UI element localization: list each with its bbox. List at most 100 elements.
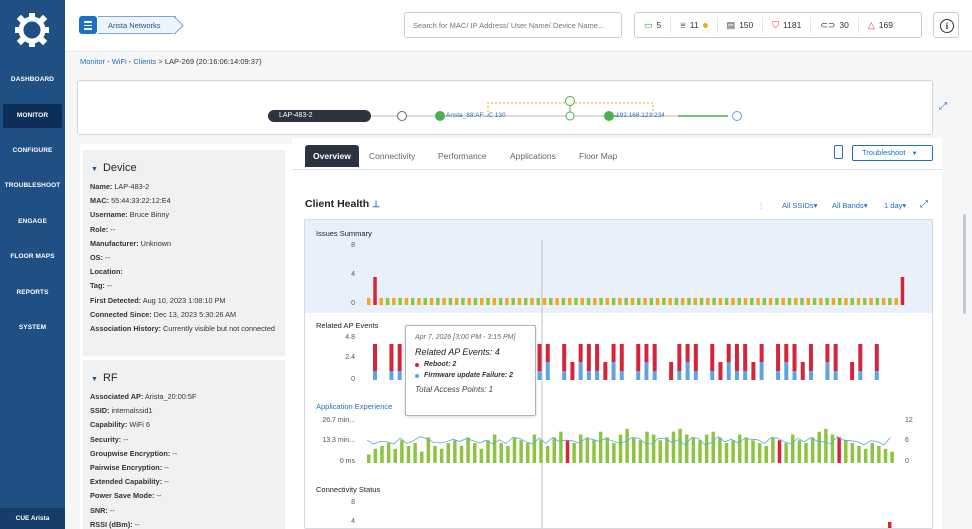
field-row: Tag: --	[83, 279, 285, 293]
app-bar	[625, 428, 629, 463]
issue-bar	[379, 298, 384, 305]
app-bar	[883, 448, 888, 463]
reboot-bar	[743, 344, 748, 371]
filter-icon[interactable]: ⫶	[760, 201, 763, 211]
issue-bar	[699, 298, 704, 305]
band-filter[interactable]: All Bands▾	[832, 201, 868, 210]
issue-bar	[486, 298, 490, 305]
ssid-filter[interactable]: All SSIDs▾	[782, 201, 818, 210]
issue-bar	[775, 298, 779, 305]
reboot-bar	[808, 344, 813, 371]
wifi-icon	[397, 111, 407, 121]
tab-overview[interactable]: Overview	[305, 145, 359, 167]
nav-system[interactable]: SYSTEM	[18, 324, 47, 331]
reboot-bar	[784, 344, 789, 362]
issue-bar	[599, 298, 603, 305]
info-button[interactable]: i	[933, 12, 959, 38]
issue-bar	[844, 298, 848, 305]
issue-bar	[649, 298, 654, 305]
issue-bar	[549, 298, 553, 305]
app-experience-label[interactable]: Application Experience	[316, 402, 393, 411]
issue-bar	[812, 298, 817, 305]
fw-bar	[710, 371, 715, 380]
stat-value: 1181	[783, 20, 802, 30]
tab-connectivity[interactable]: Connectivity	[369, 151, 416, 161]
issue-bar	[498, 298, 503, 305]
app-bar	[598, 431, 603, 463]
breadcrumb: Monitor - WiFi - Clients > LAP-269 (20:1…	[80, 57, 262, 66]
stat-security[interactable]: ⛉ 1181	[763, 17, 812, 33]
topology-ap-node[interactable]: Arista_88:AF...C 130	[435, 110, 535, 122]
issue-bar	[630, 298, 635, 305]
issue-bar	[423, 298, 428, 305]
app-bar	[718, 437, 722, 463]
issue-bar	[787, 298, 792, 305]
fw-bar	[562, 371, 567, 380]
tab-applications[interactable]: Applications	[510, 151, 556, 161]
cue-logo-icon	[15, 13, 49, 47]
issue-bar	[517, 298, 522, 305]
app-bar	[777, 440, 782, 463]
field-value: LAP-483-2	[112, 182, 150, 191]
reboot-bar	[800, 362, 805, 380]
nav-monitor[interactable]: MONITOR	[3, 104, 62, 128]
stat-switches[interactable]: ⩸ 11	[671, 17, 718, 33]
issue-bar	[825, 298, 829, 305]
breadcrumb-monitor[interactable]: Monitor	[80, 57, 106, 66]
stat-alerts[interactable]: △ 169	[859, 17, 902, 33]
field-label: Association History:	[90, 324, 161, 334]
field-value: --	[162, 477, 170, 487]
fw-bar	[397, 371, 402, 380]
nav-dashboard[interactable]: DASHBOARD	[10, 76, 55, 83]
menu-button[interactable]	[79, 16, 97, 34]
expand-chart-icon[interactable]: ⤢	[920, 199, 928, 210]
breadcrumb-wifi[interactable]: WiFi	[111, 57, 127, 66]
nav-floor-maps[interactable]: FLOOR MAPS	[10, 253, 55, 260]
stat-devices[interactable]: ▤ 150	[718, 17, 764, 33]
nav-engage[interactable]: ENGAGE	[18, 218, 47, 225]
topology-ip-node[interactable]: 192.168.123.234	[604, 110, 704, 122]
phone-icon[interactable]	[834, 145, 843, 159]
nav-reports[interactable]: REPORTS	[16, 289, 49, 296]
tab-floor-map[interactable]: Floor Map	[579, 151, 618, 161]
field-row: Association History: Currently visible b…	[83, 322, 285, 336]
issue-bar	[624, 298, 628, 305]
issue-bar	[668, 298, 672, 305]
reboot-bar	[578, 344, 583, 362]
issue-bar	[442, 298, 446, 305]
range-label: 1 day	[884, 201, 903, 210]
sidebar-footer[interactable]: CUE Arista	[0, 508, 65, 529]
nav-configure[interactable]: CONFIGURE	[12, 147, 53, 154]
reboot-bar	[734, 344, 739, 371]
info-icon: i	[940, 19, 954, 33]
device-heading[interactable]: ▼ Device	[83, 150, 285, 180]
expand-icon[interactable]: ⤢	[939, 101, 947, 112]
topology-client-node[interactable]: LAP-483-2	[268, 110, 371, 122]
field-row: Connected Since: Dec 13, 2023 5:30:26 AM	[83, 308, 285, 322]
pin-icon[interactable]: ⊥	[372, 199, 380, 209]
fw-bar	[693, 371, 698, 380]
app-bar	[751, 440, 755, 463]
issue-bar	[567, 298, 572, 305]
troubleshoot-dropdown[interactable]: Troubleshoot ▼	[852, 145, 933, 161]
org-selector[interactable]: Arista Networks	[98, 16, 176, 34]
collapse-icon: ▼	[91, 166, 98, 173]
stat-links[interactable]: ⊂⊃ 30	[811, 17, 859, 33]
range-filter[interactable]: 1 day▾	[884, 201, 907, 210]
issue-bar	[373, 277, 377, 305]
app-bar	[704, 434, 709, 463]
scrollbar[interactable]	[963, 214, 966, 314]
app-bar	[711, 431, 715, 463]
stat-aps[interactable]: ▭ 5	[635, 17, 672, 33]
tab-performance[interactable]: Performance	[438, 151, 487, 161]
stat-value: 150	[739, 20, 754, 30]
rf-heading[interactable]: ▼ RF	[83, 360, 285, 390]
search-input[interactable]	[404, 12, 622, 38]
breadcrumb-clients[interactable]: Clients	[133, 57, 157, 66]
field-label: Role:	[90, 224, 109, 234]
app-bar	[532, 434, 537, 463]
field-label: Tag:	[90, 281, 105, 291]
reboot-bar	[858, 344, 863, 371]
app-bar	[539, 440, 543, 463]
nav-troubleshoot[interactable]: TROUBLESHOOT	[4, 182, 61, 189]
